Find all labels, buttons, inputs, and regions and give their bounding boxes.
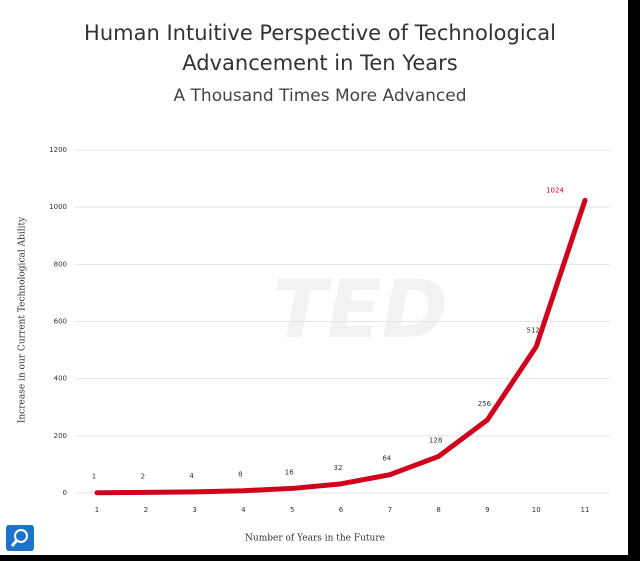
data-label: 4 bbox=[189, 472, 194, 480]
y-tick-label: 1200 bbox=[49, 146, 67, 154]
data-label: 16 bbox=[285, 468, 294, 476]
y-tick-label: 200 bbox=[54, 432, 67, 440]
y-tick-label: 0 bbox=[63, 489, 67, 497]
data-label: 8 bbox=[238, 471, 242, 479]
x-axis-label: Number of Years in the Future bbox=[245, 534, 385, 544]
chart-frame bbox=[0, 0, 628, 555]
data-line bbox=[94, 197, 588, 496]
chart-title: Human Intuitive Perspective of Technolog… bbox=[84, 21, 556, 75]
zoom-icon bbox=[10, 529, 28, 547]
x-tick-label: 7 bbox=[388, 506, 392, 514]
chart: TED Number of Years in the Future Increa… bbox=[18, 146, 610, 544]
y-tick-label: 800 bbox=[54, 260, 67, 268]
data-label: 128 bbox=[429, 436, 442, 444]
data-label: 32 bbox=[334, 464, 343, 472]
data-label: 1024 bbox=[546, 186, 564, 194]
data-label: 2 bbox=[141, 472, 145, 480]
zoom-button[interactable] bbox=[6, 525, 34, 551]
y-tick-label: 400 bbox=[54, 375, 67, 383]
watermark: TED bbox=[272, 263, 448, 356]
x-tick-label: 1 bbox=[95, 506, 99, 514]
y-tick-label: 1000 bbox=[49, 203, 67, 211]
data-label: 64 bbox=[382, 455, 391, 463]
y-tick-label: 600 bbox=[54, 318, 67, 326]
x-tick-label: 11 bbox=[581, 506, 590, 514]
data-label: 256 bbox=[478, 400, 492, 408]
x-tick-label: 3 bbox=[192, 506, 196, 514]
x-tick-label: 4 bbox=[241, 506, 246, 514]
data-label: 1 bbox=[92, 473, 96, 481]
chart-subtitle: A Thousand Times More Advanced bbox=[173, 86, 467, 106]
y-axis-label: Increase in our Current Technological Ab… bbox=[18, 216, 28, 423]
x-tick-label: 2 bbox=[144, 506, 148, 514]
x-tick-label: 10 bbox=[532, 506, 541, 514]
x-tick-label: 9 bbox=[485, 506, 489, 514]
data-label: 512 bbox=[527, 327, 540, 335]
x-tick-label: 8 bbox=[436, 506, 440, 514]
x-tick-label: 5 bbox=[290, 506, 294, 514]
x-tick-label: 6 bbox=[339, 506, 344, 514]
